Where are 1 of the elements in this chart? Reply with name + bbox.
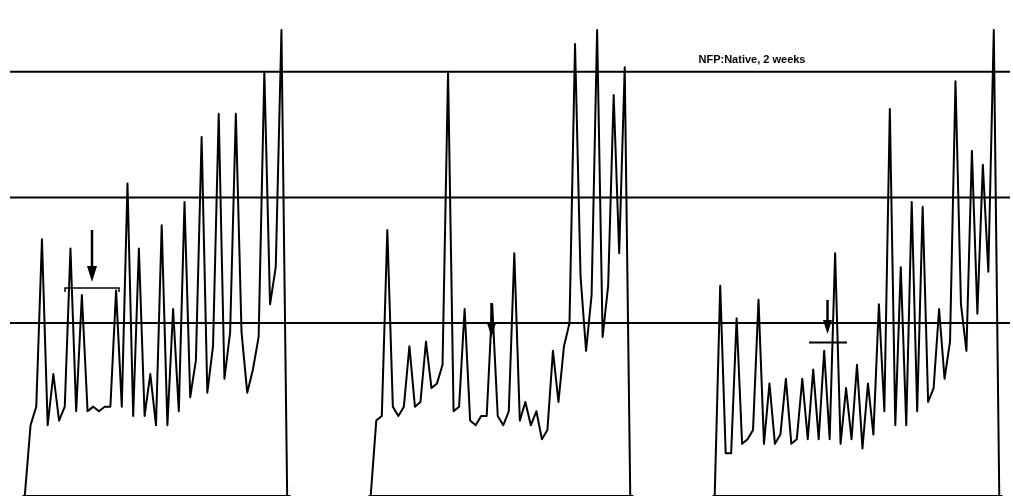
annotation: NFP:Native, 2 weeks xyxy=(698,53,806,65)
